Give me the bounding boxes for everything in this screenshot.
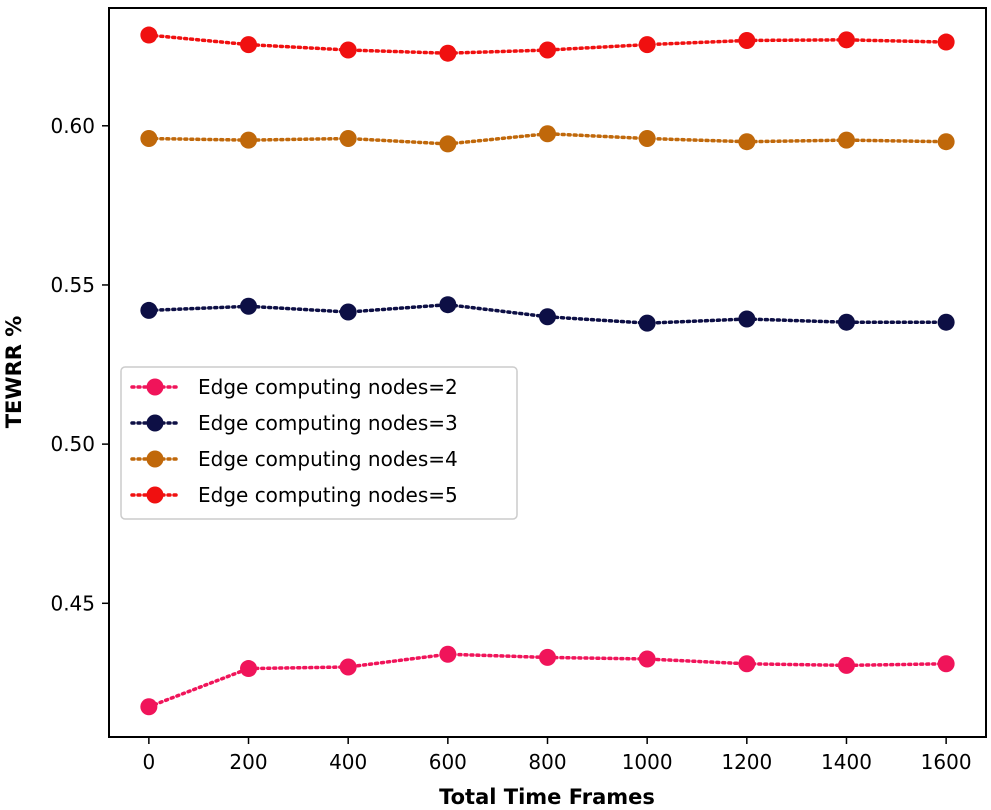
data-point-nodes-5 (837, 31, 855, 49)
legend-box (120, 366, 518, 520)
data-point-nodes-2 (738, 655, 756, 673)
x-tick-label: 1000 (622, 750, 673, 774)
x-tick-label: 1600 (921, 750, 972, 774)
axis-ticks: 0 200 400 600 800 1000 1200 1400 1600 0.45 0.50 0.5… (50, 114, 971, 774)
x-tick-label: 600 (429, 750, 467, 774)
data-point-nodes-5 (937, 33, 955, 51)
data-point-nodes-3 (937, 313, 955, 331)
data-point-nodes-4 (837, 131, 855, 149)
data-point-nodes-3 (837, 313, 855, 331)
x-tick-label: 1400 (821, 750, 872, 774)
data-point-nodes-4 (638, 130, 656, 148)
data-point-nodes-2 (638, 650, 656, 668)
x-tick-label: 0 (142, 750, 155, 774)
data-point-nodes-2 (837, 656, 855, 674)
data-point-nodes-5 (539, 41, 556, 59)
data-point-nodes-4 (240, 131, 258, 149)
data-point-nodes-3 (439, 296, 457, 314)
y-tick-label: 0.60 (50, 114, 95, 138)
legend: Edge computing nodes=2 Edge computing nod… (120, 366, 518, 520)
data-point-nodes-4 (439, 135, 457, 153)
x-tick-label: 1200 (721, 750, 772, 774)
data-point-nodes-4 (140, 130, 158, 148)
y-axis-title: TEWRR % (2, 316, 26, 429)
data-point-nodes-3 (539, 308, 556, 326)
data-point-nodes-2 (339, 658, 357, 676)
data-point-nodes-3 (140, 301, 158, 319)
x-tick-label: 800 (528, 750, 566, 774)
x-tick-label: 400 (329, 750, 367, 774)
data-point-nodes-2 (439, 645, 457, 663)
data-point-nodes-4 (539, 125, 556, 143)
data-point-nodes-2 (140, 698, 158, 716)
legend-marker (146, 414, 164, 432)
plot-marks (140, 26, 955, 716)
legend-marker (146, 486, 164, 504)
x-axis-title: Total Time Frames (439, 785, 655, 809)
legend-label: Edge computing nodes=4 (198, 447, 458, 471)
data-point-nodes-3 (339, 303, 357, 321)
series-line-nodes-3 (147, 302, 948, 325)
data-point-nodes-5 (240, 36, 258, 54)
legend-marker (146, 450, 164, 468)
data-point-nodes-5 (339, 41, 357, 59)
y-tick-label: 0.55 (50, 273, 95, 297)
legend-label: Edge computing nodes=3 (198, 411, 458, 435)
data-point-nodes-4 (937, 133, 955, 151)
y-tick-label: 0.50 (50, 432, 95, 456)
data-point-nodes-5 (738, 31, 756, 49)
data-point-nodes-2 (937, 655, 955, 673)
data-point-nodes-3 (738, 310, 756, 328)
data-point-nodes-3 (638, 314, 656, 332)
data-point-nodes-4 (339, 130, 357, 148)
data-point-nodes-5 (140, 26, 158, 44)
data-point-nodes-2 (240, 660, 258, 678)
data-point-nodes-3 (240, 297, 258, 315)
data-point-nodes-2 (539, 648, 556, 666)
data-point-nodes-5 (638, 36, 656, 54)
x-tick-label: 200 (229, 750, 267, 774)
data-point-nodes-5 (439, 44, 457, 62)
legend-label: Edge computing nodes=2 (198, 375, 458, 399)
legend-label: Edge computing nodes=5 (198, 483, 458, 507)
data-point-nodes-4 (738, 133, 756, 151)
y-tick-label: 0.45 (50, 591, 95, 615)
legend-marker (146, 378, 164, 396)
